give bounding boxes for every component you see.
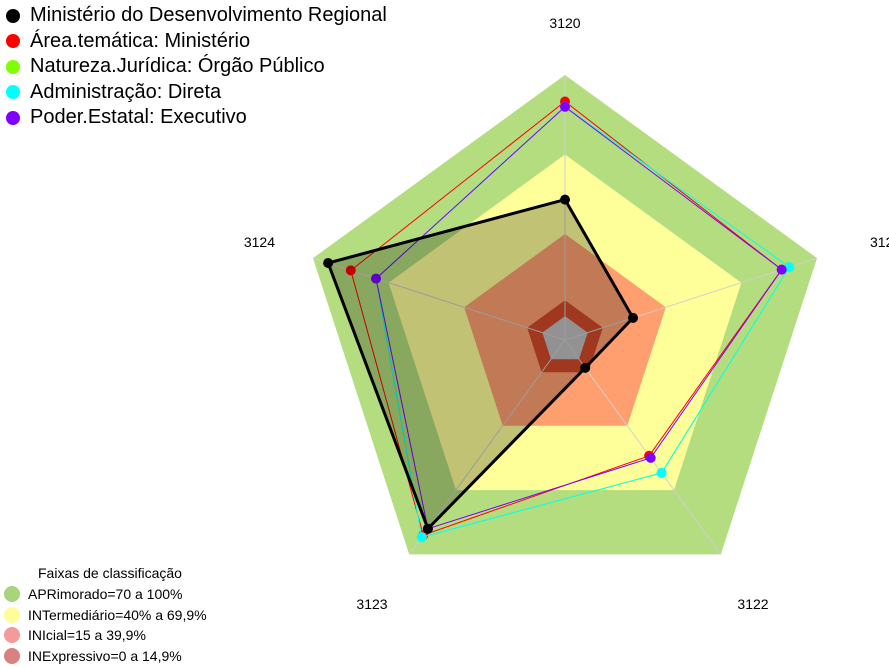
axis-spoke (564, 257, 818, 341)
legend-marker-dot (6, 34, 20, 49)
band-label: INTermediário=40% a 69,9% (28, 606, 207, 623)
band-legend-item: INExpressivo=0 a 14,9% (4, 646, 207, 667)
data-point (776, 264, 787, 275)
legend-label: Administração: Direta (30, 80, 222, 103)
axis-label: 3120 (549, 15, 580, 31)
band-label: INExpressivo=0 a 14,9% (28, 647, 182, 664)
legend-label: Poder.Estatal: Executivo (30, 106, 247, 129)
legend-item: Ministério do Desenvolvimento Regional (6, 3, 387, 29)
band-legend-item: INTermediário=40% a 69,9% (4, 605, 207, 626)
axis-label: 3122 (737, 596, 768, 612)
data-point (560, 101, 570, 112)
data-point (656, 467, 667, 478)
legend-label: Área.temática: Ministério (30, 29, 251, 52)
legend-item: Natureza.Jurídica: Órgão Público (6, 54, 387, 80)
data-point (371, 273, 381, 284)
legend-marker-dot (6, 8, 20, 23)
series-outline (326, 197, 635, 532)
legend-marker-dot (6, 110, 20, 125)
bands-legend: Faixas de classificação APRimorado=70 a … (4, 562, 207, 666)
data-point (416, 532, 427, 543)
data-point (422, 523, 433, 534)
data-point (645, 452, 656, 463)
band-marker-dot (4, 627, 20, 644)
axis-spoke (564, 339, 722, 555)
band-marker-dot (4, 647, 20, 664)
data-point (323, 258, 334, 268)
data-point (560, 194, 570, 205)
bands-legend-title: Faixas de classificação (38, 565, 182, 581)
band-marker-dot (4, 606, 20, 623)
axis-labels: 3120 3121 3122 3123 3124 (244, 15, 889, 612)
data-point (345, 265, 356, 276)
band-legend-item: APRimorado=70 a 100% (4, 584, 207, 605)
band-label: INIcial=15 a 39,9% (28, 627, 146, 644)
legend-label: Natureza.Jurídica: Órgão Público (30, 55, 325, 78)
legend-label: Ministério do Desenvolvimento Regional (30, 4, 387, 27)
axis-label: 3124 (244, 234, 275, 250)
band-marker-dot (4, 586, 20, 603)
legend-item: Poder.Estatal: Executivo (6, 105, 387, 131)
axis-spoke (408, 339, 566, 555)
series-layer (323, 96, 795, 543)
band-legend-item: INIcial=15 a 39,9% (4, 625, 207, 646)
series-legend: Ministério do Desenvolvimento Regional Á… (6, 3, 387, 131)
series-outline (350, 100, 783, 536)
series-group (323, 194, 638, 534)
legend-marker-dot (6, 85, 20, 100)
axis-label: 3121 (870, 234, 889, 250)
data-point (580, 362, 591, 373)
data-point (628, 312, 638, 323)
legend-item: Administração: Direta (6, 80, 387, 106)
axis-label: 3123 (356, 596, 387, 612)
series-outline (375, 106, 783, 530)
data-point (784, 262, 795, 273)
legend-marker-dot (6, 59, 20, 74)
legend-item: Área.temática: Ministério (6, 29, 387, 55)
band-label: APRimorado=70 a 100% (28, 586, 183, 603)
